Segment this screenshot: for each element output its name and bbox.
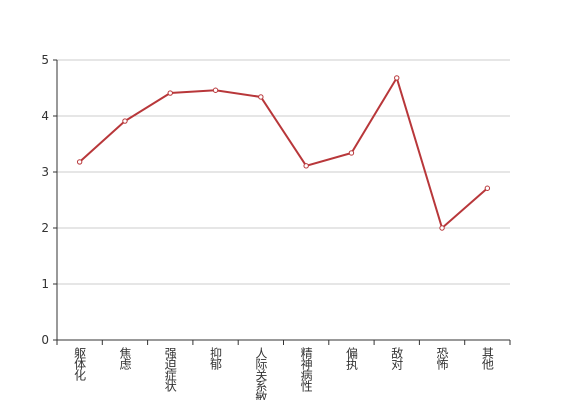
x-tick-label: 精神病性 <box>299 347 313 393</box>
x-tick-label: 敌对 <box>390 346 404 370</box>
point <box>122 118 128 124</box>
y-tick-label: 1 <box>41 277 49 291</box>
point <box>484 185 491 191</box>
x-tick-label: 强迫症状 <box>163 347 177 392</box>
y-tick-label: 5 <box>41 53 49 67</box>
y-tick-label: 3 <box>41 165 49 179</box>
x-tick-label: 抑郁 <box>209 346 223 371</box>
point <box>348 150 355 156</box>
point <box>439 225 445 231</box>
x-tick-label: 恐怖 <box>435 347 449 370</box>
x-tick-label: 焦虑 <box>118 347 132 370</box>
point <box>167 90 173 96</box>
x-tick-label: 偏执 <box>344 346 358 371</box>
y-tick-label: 4 <box>41 109 49 123</box>
y-tick-label: 0 <box>41 333 49 347</box>
point <box>394 75 400 81</box>
point <box>76 159 83 165</box>
x-tick-label: 人际关系敏感 <box>254 347 268 400</box>
point <box>303 163 309 169</box>
y-tick-label: 2 <box>41 221 49 235</box>
x-tick-label: 其他 <box>480 347 494 370</box>
point <box>212 87 219 93</box>
point <box>258 94 264 100</box>
x-tick-label: 躯体化 <box>73 346 87 382</box>
line <box>78 75 489 230</box>
